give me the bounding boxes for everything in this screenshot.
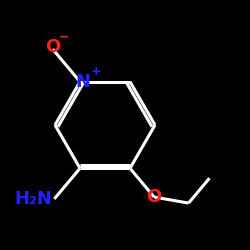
Text: H₂N: H₂N xyxy=(14,190,52,208)
Text: N: N xyxy=(75,73,90,91)
Text: O: O xyxy=(146,188,162,206)
Text: −: − xyxy=(59,31,69,44)
Text: +: + xyxy=(91,65,102,78)
Text: O: O xyxy=(45,38,60,56)
